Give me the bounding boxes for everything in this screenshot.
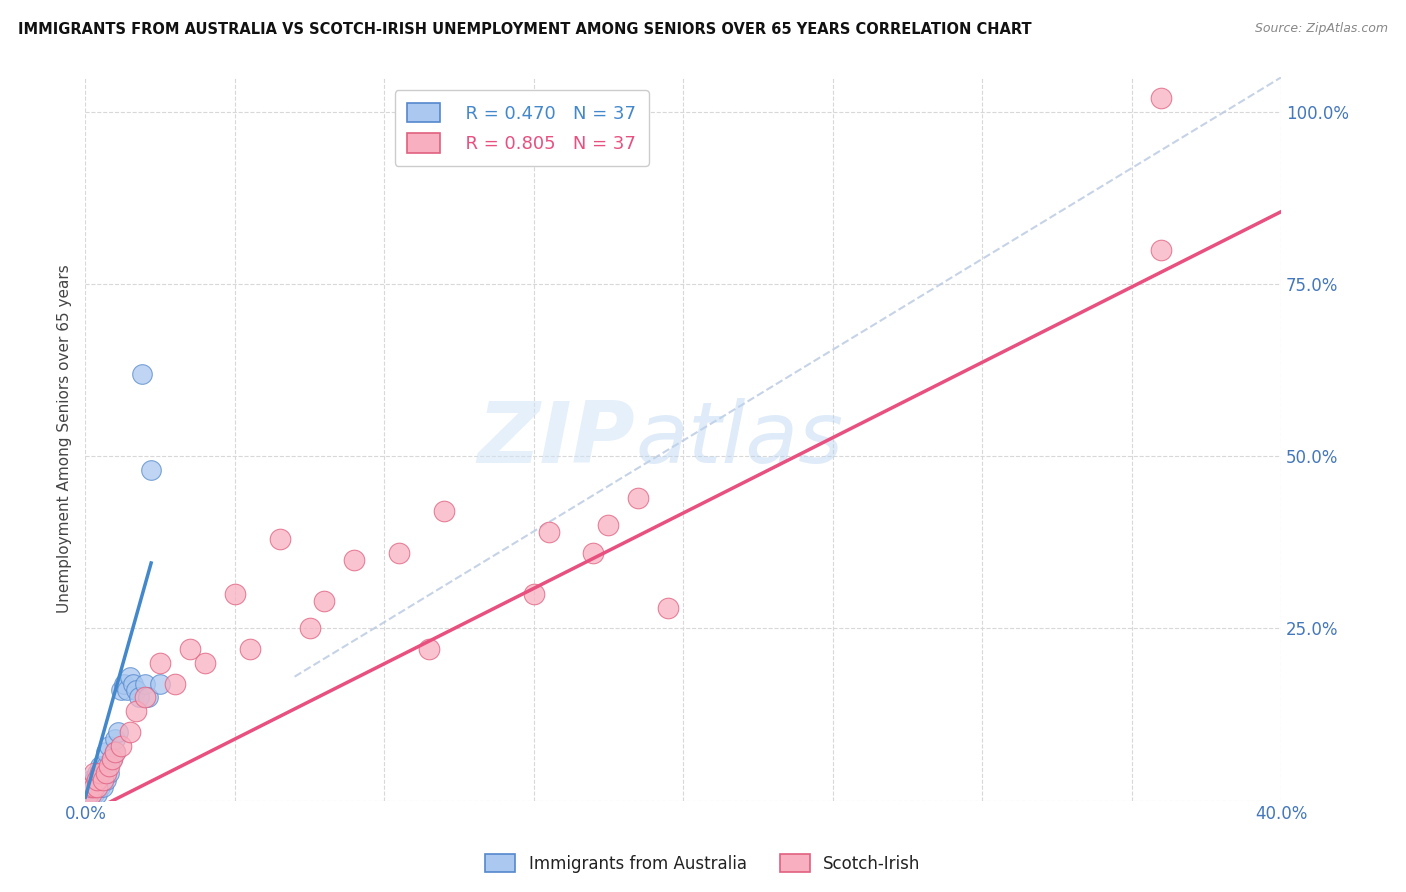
Point — [149, 656, 172, 670]
Point — [149, 676, 172, 690]
Point — [86, 766, 108, 780]
Y-axis label: Unemployment Among Seniors over 65 years: Unemployment Among Seniors over 65 years — [58, 265, 72, 614]
Point — [269, 532, 291, 546]
Point — [98, 766, 121, 780]
Text: IMMIGRANTS FROM AUSTRALIA VS SCOTCH-IRISH UNEMPLOYMENT AMONG SENIORS OVER 65 YEA: IMMIGRANTS FROM AUSTRALIA VS SCOTCH-IRIS… — [18, 22, 1032, 37]
Point — [418, 642, 440, 657]
Point — [1150, 91, 1173, 105]
Point — [96, 746, 118, 760]
Point — [104, 746, 127, 760]
Point — [98, 759, 121, 773]
Point — [77, 787, 100, 801]
Point — [343, 552, 366, 566]
Point — [627, 491, 650, 505]
Point — [80, 780, 103, 794]
Point — [433, 504, 456, 518]
Point — [83, 780, 105, 794]
Point — [131, 367, 153, 381]
Point — [136, 690, 159, 705]
Point — [598, 518, 620, 533]
Point — [134, 690, 156, 705]
Text: ZIP: ZIP — [478, 398, 636, 481]
Point — [115, 683, 138, 698]
Point — [83, 787, 105, 801]
Point — [179, 642, 201, 657]
Point — [582, 546, 605, 560]
Point — [134, 676, 156, 690]
Point — [89, 766, 111, 780]
Point — [91, 772, 114, 787]
Point — [86, 780, 108, 794]
Point — [80, 787, 103, 801]
Point — [314, 594, 336, 608]
Point — [96, 759, 118, 773]
Text: atlas: atlas — [636, 398, 844, 481]
Point — [1150, 243, 1173, 257]
Point — [80, 787, 103, 801]
Point — [86, 787, 108, 801]
Text: Source: ZipAtlas.com: Source: ZipAtlas.com — [1254, 22, 1388, 36]
Point — [104, 746, 127, 760]
Point — [77, 787, 100, 801]
Point — [122, 676, 145, 690]
Point — [86, 772, 108, 787]
Point — [657, 600, 679, 615]
Point — [96, 772, 118, 787]
Point — [128, 690, 150, 705]
Point — [110, 739, 132, 753]
Point — [101, 752, 124, 766]
Legend:   R = 0.470   N = 37,   R = 0.805   N = 37: R = 0.470 N = 37, R = 0.805 N = 37 — [395, 90, 650, 166]
Point — [83, 780, 105, 794]
Point — [110, 683, 132, 698]
Point — [120, 670, 142, 684]
Point — [91, 766, 114, 780]
Point — [80, 780, 103, 794]
Point — [83, 772, 105, 787]
Point — [163, 676, 186, 690]
Point — [80, 772, 103, 787]
Point — [139, 463, 162, 477]
Point — [298, 622, 321, 636]
Point — [224, 587, 246, 601]
Point — [125, 683, 148, 698]
Point — [523, 587, 546, 601]
Point — [98, 739, 121, 753]
Point — [96, 766, 118, 780]
Point — [112, 676, 135, 690]
Point — [83, 766, 105, 780]
Point — [101, 752, 124, 766]
Point — [89, 759, 111, 773]
Point — [125, 704, 148, 718]
Point — [77, 780, 100, 794]
Point — [104, 731, 127, 746]
Point — [120, 724, 142, 739]
Point — [194, 656, 217, 670]
Point — [388, 546, 411, 560]
Legend: Immigrants from Australia, Scotch-Irish: Immigrants from Australia, Scotch-Irish — [478, 847, 928, 880]
Point — [89, 780, 111, 794]
Point — [86, 780, 108, 794]
Point — [537, 524, 560, 539]
Point — [91, 780, 114, 794]
Point — [107, 724, 129, 739]
Point — [239, 642, 262, 657]
Point — [89, 772, 111, 787]
